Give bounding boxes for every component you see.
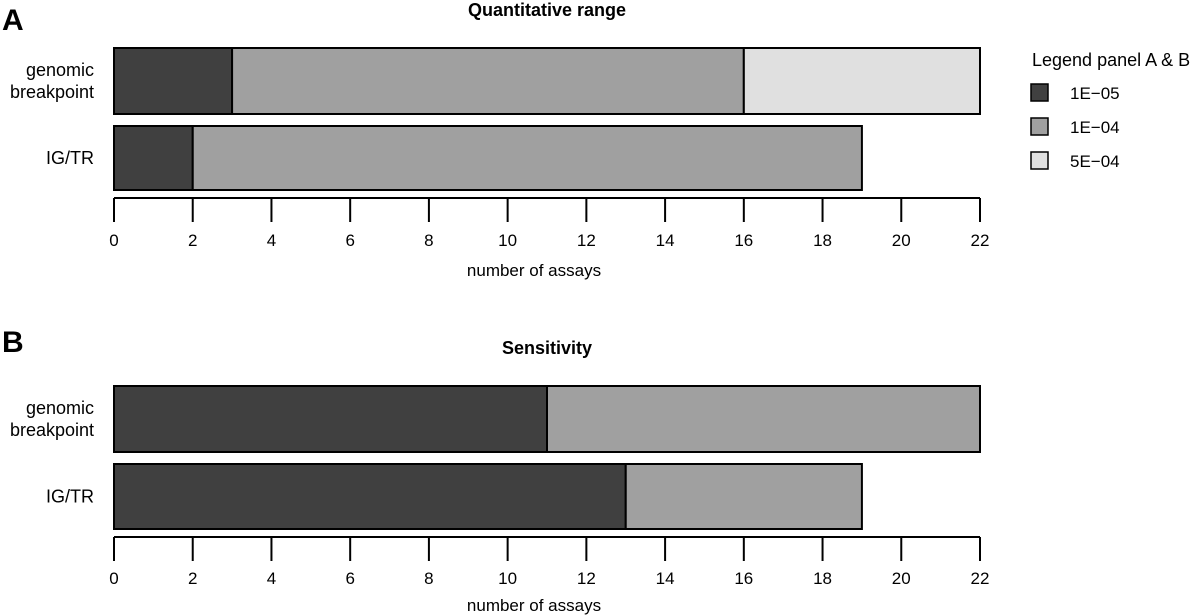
- legend-title: Legend panel A & B: [1032, 50, 1190, 70]
- x-tick-label: 20: [892, 569, 911, 588]
- x-tick-label: 14: [656, 231, 675, 250]
- bar-segment: [742, 47, 981, 115]
- x-tick-label: 2: [188, 231, 197, 250]
- panel-title: Sensitivity: [502, 338, 592, 358]
- category-label: genomic breakpoint: [10, 60, 94, 102]
- x-tick-label: 22: [971, 569, 990, 588]
- legend-swatch: [1030, 83, 1049, 102]
- x-axis-label: number of assays: [467, 261, 601, 280]
- legend-label: 5E−04: [1070, 152, 1120, 171]
- bar-segment: [113, 385, 548, 453]
- bar-segment: [624, 463, 863, 530]
- x-tick-label: 0: [109, 569, 118, 588]
- panel-letter: B: [2, 326, 24, 359]
- bar-segment: [191, 125, 863, 191]
- x-tick-label: 14: [656, 569, 675, 588]
- x-tick-label: 18: [813, 569, 832, 588]
- category-label: IG/TR: [46, 148, 94, 168]
- x-tick-label: 6: [345, 231, 354, 250]
- legend-swatch: [1030, 151, 1049, 170]
- x-axis-label: number of assays: [467, 596, 601, 615]
- category-label: genomic breakpoint: [10, 398, 94, 440]
- legend: Legend panel A & B 1E−05 1E−04 5E−04: [1030, 50, 1190, 171]
- panel-letter: A: [2, 4, 24, 37]
- bar-segment: [113, 125, 194, 191]
- panel-title: Quantitative range: [468, 0, 626, 20]
- bar-segment: [113, 463, 627, 530]
- panel-a: A Quantitative range genomic breakpoint IG/T…: [2, 0, 989, 280]
- legend-swatch: [1030, 117, 1049, 136]
- legend-label: 1E−04: [1070, 118, 1120, 137]
- x-tick-label: 12: [577, 569, 596, 588]
- chart-panels: A Quantitative range genomic breakpoint IG/T…: [2, 0, 989, 615]
- x-tick-label: 16: [734, 231, 753, 250]
- x-tick-label: 18: [813, 231, 832, 250]
- x-tick-label: 12: [577, 231, 596, 250]
- legend-items: 1E−05 1E−04 5E−04: [1030, 83, 1120, 171]
- category-label: IG/TR: [46, 487, 94, 507]
- bar-segment: [231, 47, 745, 115]
- x-tick-label: 16: [734, 569, 753, 588]
- legend-label: 1E−05: [1070, 84, 1120, 103]
- x-tick-label: 8: [424, 569, 433, 588]
- x-tick-label: 22: [971, 231, 990, 250]
- bar-segment: [113, 47, 234, 115]
- x-tick-label: 4: [267, 569, 276, 588]
- x-tick-label: 0: [109, 231, 118, 250]
- x-tick-label: 6: [345, 569, 354, 588]
- x-tick-label: 10: [498, 231, 517, 250]
- x-tick-label: 20: [892, 231, 911, 250]
- x-tick-label: 8: [424, 231, 433, 250]
- x-tick-label: 2: [188, 569, 197, 588]
- panel-b: B Sensitivity genomic breakpoint IG/TR 0 2 4 6 8 1…: [2, 326, 989, 615]
- bar-segment: [546, 385, 981, 453]
- x-tick-label: 4: [267, 231, 276, 250]
- x-tick-label: 10: [498, 569, 517, 588]
